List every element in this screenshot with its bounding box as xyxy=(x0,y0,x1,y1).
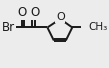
Text: Br: Br xyxy=(2,21,15,34)
Text: O: O xyxy=(17,6,26,19)
Text: O: O xyxy=(56,12,65,22)
Text: O: O xyxy=(30,6,39,19)
Text: CH₃: CH₃ xyxy=(88,23,107,33)
